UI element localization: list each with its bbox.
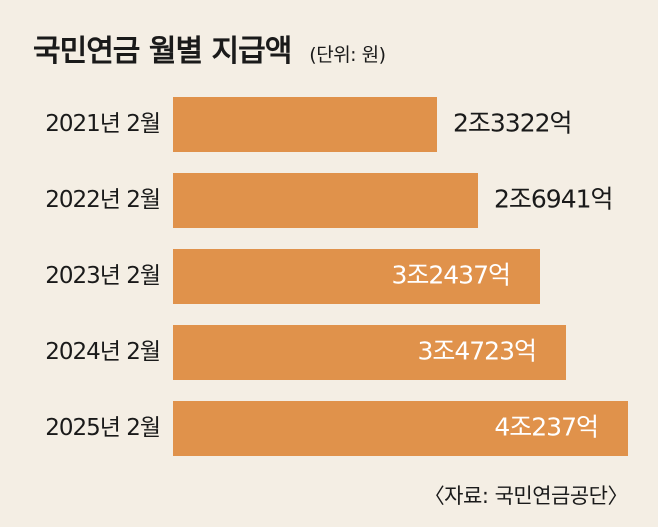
- title-row: 국민연금 월별 지급액 (단위: 원): [33, 26, 386, 70]
- category-label: 2024년 2월: [45, 339, 160, 365]
- value-label: 2조6941억: [494, 185, 613, 214]
- bar: [173, 401, 628, 456]
- value-label: 4조237억: [494, 413, 598, 442]
- category-label: 2025년 2월: [45, 415, 160, 441]
- source-note: 〈자료: 국민연금공단〉: [423, 484, 629, 508]
- category-label: 2021년 2월: [45, 111, 160, 137]
- category-label: 2022년 2월: [45, 187, 160, 213]
- category-label: 2023년 2월: [45, 263, 160, 289]
- bar: [173, 325, 566, 380]
- bar: [173, 173, 478, 228]
- chart-title: 국민연금 월별 지급액: [33, 34, 292, 69]
- unit-label: (단위: 원): [309, 44, 386, 66]
- bar: [173, 97, 437, 152]
- value-label: 2조3322억: [453, 109, 572, 138]
- bar: [173, 249, 540, 304]
- value-label: 3조2437억: [391, 261, 510, 290]
- value-label: 3조4723억: [417, 337, 536, 366]
